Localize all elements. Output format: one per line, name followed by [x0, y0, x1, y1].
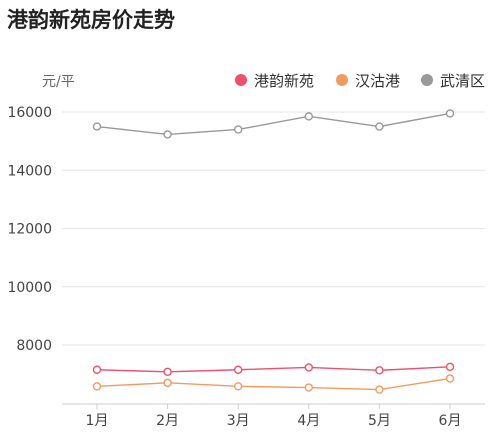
data-point[interactable]: [233, 125, 243, 134]
y-tick-label: 14000: [7, 163, 52, 179]
data-point[interactable]: [375, 122, 384, 131]
data-point[interactable]: [445, 374, 455, 383]
legend-label[interactable]: 汉沽港: [355, 72, 400, 90]
x-tick-label: 6月: [439, 413, 462, 429]
data-point[interactable]: [375, 385, 384, 394]
x-tick-label: 2月: [156, 413, 179, 429]
chart-title: 港韵新苑房价走势: [7, 8, 175, 32]
series-lines: [92, 109, 455, 394]
y-tick-label: 10000: [7, 280, 52, 296]
y-axis: 8000 10000 12000 14000 16000: [7, 105, 52, 354]
data-point[interactable]: [163, 378, 172, 388]
x-tick-label: 4月: [297, 413, 320, 429]
data-point[interactable]: [92, 382, 102, 391]
y-tick-label: 8000: [16, 338, 52, 354]
x-tick-label: 1月: [86, 413, 109, 429]
data-point[interactable]: [304, 112, 313, 121]
legend-label[interactable]: 港韵新苑: [254, 72, 314, 90]
legend: 港韵新苑 汉沽港 武清区: [235, 72, 485, 90]
data-point[interactable]: [163, 367, 172, 376]
x-tick-label: 3月: [227, 413, 250, 429]
y-axis-unit: 元/平: [42, 74, 75, 90]
data-point[interactable]: [304, 383, 313, 392]
data-point[interactable]: [445, 109, 455, 118]
series-line: [96, 366, 451, 373]
y-tick-label: 12000: [7, 222, 52, 238]
data-point[interactable]: [92, 365, 102, 374]
legend-marker: [421, 74, 433, 86]
data-point[interactable]: [233, 365, 243, 374]
y-tick-label: 16000: [7, 105, 52, 121]
series-line: [96, 377, 451, 391]
legend-marker: [336, 74, 348, 86]
data-point[interactable]: [445, 362, 455, 372]
grid-lines: [62, 111, 485, 346]
data-point[interactable]: [375, 366, 384, 375]
x-tick-label: 5月: [368, 413, 391, 429]
data-point[interactable]: [163, 130, 172, 139]
x-axis: 1月 2月 3月 4月 5月 6月: [62, 403, 485, 429]
data-point[interactable]: [233, 382, 243, 391]
series-line: [96, 112, 451, 136]
data-point[interactable]: [304, 363, 313, 372]
legend-marker: [235, 74, 247, 86]
data-point[interactable]: [92, 122, 102, 131]
legend-label[interactable]: 武清区: [440, 72, 485, 90]
